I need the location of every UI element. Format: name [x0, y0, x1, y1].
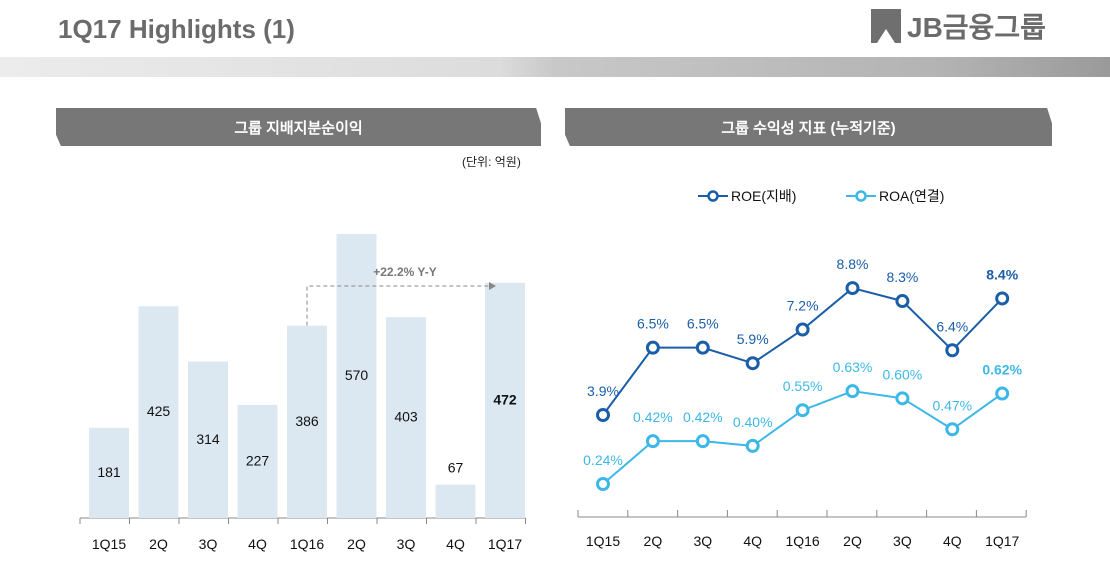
logo-mark-icon	[871, 9, 901, 43]
bar	[237, 404, 278, 518]
x-tick-label: 1Q15	[92, 536, 126, 552]
x-tick-label: 1Q16	[785, 533, 819, 549]
data-point	[795, 322, 810, 337]
x-tick-label: 4Q	[446, 536, 465, 552]
bar	[188, 361, 228, 518]
x-tick-label: 4Q	[943, 533, 962, 549]
x-tick-label: 2Q	[644, 533, 663, 549]
x-tick-label: 2Q	[843, 533, 862, 549]
yoy-arrow	[306, 285, 492, 326]
x-tick-label: 2Q	[149, 536, 168, 552]
x-tick-label: 1Q17	[488, 536, 522, 552]
data-label: 6.5%	[687, 316, 719, 332]
bar	[89, 427, 129, 518]
legend-marker	[707, 190, 719, 202]
data-label: 0.63%	[833, 359, 873, 375]
data-label: 8.8%	[837, 256, 869, 272]
data-point	[995, 386, 1010, 401]
bar-value-label: 425	[147, 403, 171, 419]
x-tick-label: 3Q	[693, 533, 712, 549]
legend-label: ROA(연결)	[879, 188, 944, 204]
x-tick-label: 3Q	[397, 536, 416, 552]
legend-marker	[855, 190, 867, 202]
data-point	[895, 294, 910, 309]
data-label: 3.9%	[587, 383, 619, 399]
data-point	[596, 477, 610, 491]
data-label: 0.24%	[583, 452, 623, 468]
bar-value-label: 403	[394, 409, 418, 425]
bar	[287, 325, 327, 518]
data-point	[845, 384, 860, 399]
logo-text: JB금융그룹	[907, 12, 1046, 43]
x-tick-label: 1Q17	[985, 533, 1019, 549]
legend-label: ROE(지배)	[731, 188, 796, 204]
bar	[336, 234, 377, 518]
bar-value-label: 181	[97, 464, 121, 480]
bar-value-label: 67	[448, 460, 464, 476]
data-point	[596, 408, 610, 422]
data-point	[745, 438, 760, 453]
bar	[435, 484, 476, 518]
bar-value-label: 570	[345, 367, 369, 383]
data-point	[845, 281, 860, 296]
x-tick-label: 1Q15	[586, 533, 620, 549]
right-panel-title: 그룹 수익성 지표 (누적기준)	[565, 108, 1052, 146]
data-point	[795, 403, 810, 418]
x-tick-label: 3Q	[199, 536, 218, 552]
data-label: 0.40%	[733, 414, 773, 430]
bar-value-label: 472	[493, 391, 517, 407]
data-point	[695, 340, 710, 355]
data-label: 0.47%	[932, 397, 972, 413]
data-label: 7.2%	[787, 298, 819, 314]
data-point	[895, 391, 910, 406]
x-tick-label: 3Q	[893, 533, 912, 549]
bar-value-label: 227	[246, 452, 270, 468]
logo: JB금융그룹	[871, 8, 1046, 44]
data-point	[945, 422, 960, 437]
bar	[138, 306, 179, 518]
page-title: 1Q17 Highlights (1)	[58, 14, 295, 44]
data-point	[645, 434, 660, 449]
data-point	[745, 356, 760, 371]
data-point	[645, 340, 660, 355]
yoy-arrowhead	[489, 282, 496, 290]
data-label: 0.60%	[883, 366, 923, 382]
data-label: 5.9%	[737, 331, 769, 347]
x-tick-label: 4Q	[248, 536, 267, 552]
header-band	[0, 57, 1110, 77]
left-panel-title: 그룹 지배지분순이익	[56, 108, 541, 146]
data-label: 6.4%	[936, 318, 968, 334]
bar-value-label: 386	[295, 413, 319, 429]
data-label: 8.3%	[886, 269, 918, 285]
yoy-annotation: +22.2% Y-Y	[373, 265, 437, 279]
data-label: 0.62%	[982, 362, 1022, 378]
x-tick-label: 2Q	[347, 536, 366, 552]
data-label: 0.42%	[633, 409, 673, 425]
unit-label: (단위: 억원)	[462, 155, 521, 169]
x-tick-label: 4Q	[743, 533, 762, 549]
bar-value-label: 314	[196, 431, 220, 447]
data-label: 0.55%	[783, 378, 823, 394]
data-point	[995, 291, 1010, 306]
x-tick-label: 1Q16	[290, 536, 324, 552]
bar	[485, 282, 525, 518]
data-point	[945, 343, 960, 358]
bar	[386, 317, 426, 518]
data-label: 0.42%	[683, 409, 723, 425]
data-point	[695, 434, 710, 449]
data-label: 8.4%	[986, 266, 1018, 282]
data-label: 6.5%	[637, 316, 669, 332]
